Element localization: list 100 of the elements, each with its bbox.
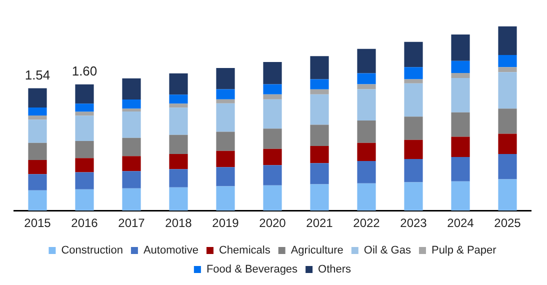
legend-label: Automotive <box>143 244 198 257</box>
bar <box>28 116 47 120</box>
bar <box>310 89 329 94</box>
bar <box>263 94 282 100</box>
bar <box>263 128 282 149</box>
bar <box>357 142 376 162</box>
bar <box>404 83 423 117</box>
x-tick-label: 2021 <box>306 216 334 230</box>
bar <box>122 156 141 172</box>
bar <box>28 174 47 190</box>
bar <box>498 26 517 55</box>
bar <box>451 112 470 137</box>
x-tick-label: 2024 <box>447 216 474 230</box>
bar <box>216 103 235 132</box>
legend-label: Others <box>318 264 352 276</box>
bar <box>75 172 94 190</box>
bar <box>122 100 141 109</box>
bar <box>404 159 423 182</box>
bar <box>28 120 47 143</box>
legend-label: Pulp & Paper <box>431 244 497 257</box>
bar <box>498 154 517 180</box>
bar <box>498 54 517 68</box>
x-tick-label: 2025 <box>494 216 522 230</box>
bar <box>122 171 141 188</box>
bar <box>451 78 470 112</box>
bar <box>498 134 517 154</box>
bar <box>28 190 47 211</box>
annotation: 1.54 <box>24 67 50 82</box>
bar <box>404 42 423 68</box>
bar <box>498 108 517 134</box>
bar <box>357 48 376 74</box>
bar <box>404 182 423 211</box>
bar <box>75 112 94 116</box>
bar <box>451 60 470 74</box>
bar <box>310 94 329 125</box>
bar <box>498 67 517 72</box>
bar <box>28 88 47 108</box>
bar <box>216 167 235 186</box>
bar <box>169 104 188 108</box>
bar <box>216 150 235 168</box>
bar <box>216 99 235 104</box>
x-tick-label: 2022 <box>353 216 380 230</box>
legend-label: Chemicals <box>218 244 271 257</box>
bar <box>310 79 329 90</box>
bar <box>451 136 470 158</box>
bar <box>310 184 329 211</box>
bar <box>75 189 94 211</box>
bar <box>357 183 376 211</box>
bar <box>75 84 94 104</box>
x-tick-label: 2018 <box>165 216 192 230</box>
bar <box>404 116 423 140</box>
bar <box>357 84 376 90</box>
bar <box>263 99 282 129</box>
bar <box>169 169 188 188</box>
bar <box>263 148 282 166</box>
bar <box>263 62 282 84</box>
bar <box>404 67 423 80</box>
bar <box>28 160 47 174</box>
bar <box>169 108 188 135</box>
bar <box>498 72 517 109</box>
bar <box>263 185 282 211</box>
bar <box>122 112 141 138</box>
bar <box>122 188 141 211</box>
bar <box>216 186 235 211</box>
annotation: 1.60 <box>72 64 98 79</box>
bar <box>169 134 188 154</box>
x-tick-label: 2016 <box>71 216 98 230</box>
bar <box>75 158 94 172</box>
bar <box>310 163 329 184</box>
bar <box>216 132 235 151</box>
bar <box>122 78 141 100</box>
bar <box>498 179 517 211</box>
bar <box>310 56 329 80</box>
bar <box>216 68 235 90</box>
bar <box>404 140 423 160</box>
bar <box>169 73 188 95</box>
bar <box>451 181 470 211</box>
bar <box>357 161 376 184</box>
bar <box>216 89 235 100</box>
bar <box>75 140 94 158</box>
bar <box>451 157 470 182</box>
legend-label: Agriculture <box>290 244 344 257</box>
bar <box>451 73 470 78</box>
bar <box>122 108 141 112</box>
x-tick-label: 2017 <box>118 216 146 230</box>
bar <box>28 142 47 160</box>
bar <box>169 154 188 170</box>
x-tick-label: 2023 <box>400 216 428 230</box>
legend-label: Construction <box>61 244 123 257</box>
bar <box>169 187 188 211</box>
bar <box>451 34 470 61</box>
bar <box>28 107 47 116</box>
bar <box>263 165 282 186</box>
bar <box>75 104 94 112</box>
x-tick-label: 2015 <box>24 216 52 230</box>
x-tick-label: 2020 <box>259 216 286 230</box>
bar <box>122 138 141 156</box>
x-tick-label: 2019 <box>212 216 240 230</box>
bar <box>404 79 423 84</box>
bar <box>357 89 376 121</box>
